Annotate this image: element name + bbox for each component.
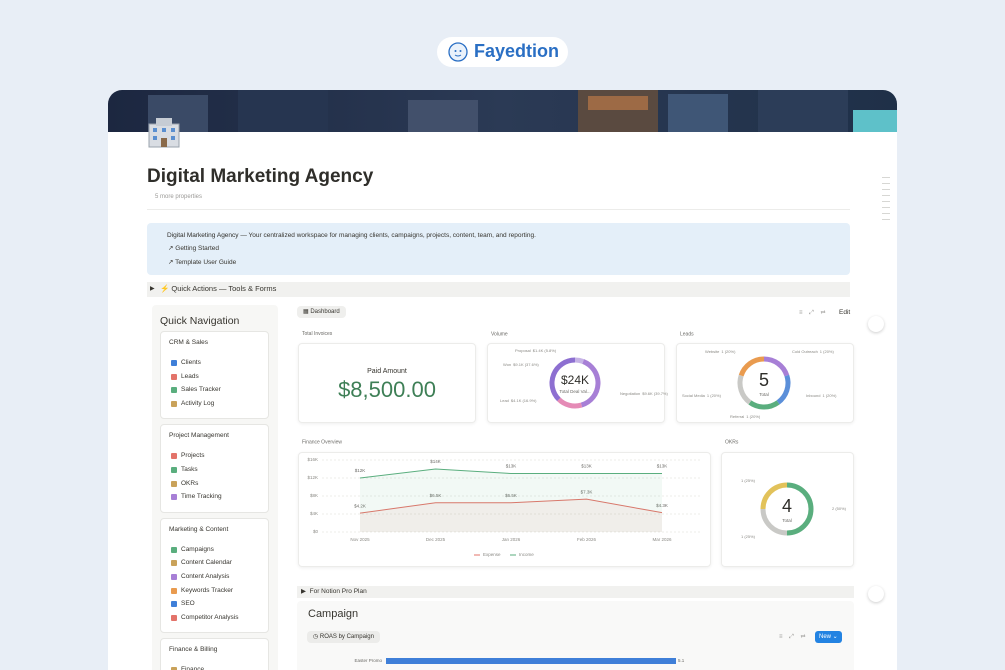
nav-icon [171, 480, 177, 487]
pro-toggle[interactable] [297, 586, 854, 598]
paid-caption: Paid Amount [367, 368, 407, 375]
nav-icon [171, 546, 177, 553]
nav-icon [171, 601, 177, 608]
card [298, 452, 711, 567]
link-text: Getting Started [175, 245, 219, 252]
nav-icon [171, 373, 177, 380]
nav-link[interactable]: Content Calendar [181, 559, 232, 567]
nav-icon [171, 400, 177, 407]
pro-toggle-text: For Notion Pro Plan [309, 588, 367, 595]
callout-link[interactable]: ↗ Getting Started [168, 245, 219, 252]
nav-group [160, 638, 269, 670]
quick-actions[interactable] [147, 282, 850, 297]
nav-icon [171, 360, 177, 366]
nav-title: Quick Navigation [160, 315, 240, 327]
callout-title: Digital Marketing Agency [167, 232, 239, 239]
toolbar-icons: ≡ ⤢ ⇄ [779, 634, 806, 640]
campaign-tab[interactable]: ◷ ROAS by Campaign [307, 631, 380, 643]
link-text: Template User Guide [175, 259, 237, 266]
invoice-title: Total Invoices [302, 331, 333, 337]
nav-link[interactable]: SEO [181, 600, 195, 608]
campaign-card [297, 601, 854, 670]
nav-group [160, 424, 269, 513]
quick-actions-label[interactable]: ⚡ Quick Actions — Tools & Forms [160, 284, 277, 293]
nav-group-title: Marketing & Content [169, 525, 229, 533]
nav-link[interactable]: Activity Log [181, 399, 215, 407]
callout-link[interactable]: ↗ Template User Guide [168, 259, 237, 266]
nav-icon [171, 387, 177, 394]
callout [147, 223, 850, 275]
new-button[interactable]: New ⌄ [815, 631, 842, 643]
campaign-title: Campaign [308, 608, 359, 620]
page-title: Digital Marketing Agency [147, 166, 374, 187]
nav-icon [171, 560, 177, 567]
nav-link[interactable]: Campaigns [181, 545, 214, 553]
nav-group [160, 517, 269, 634]
callout-text: Digital Marketing Agency — Your centrali… [167, 232, 536, 240]
dashboard-tab[interactable]: ▦ Dashboard [297, 306, 346, 318]
nav-icon [171, 467, 177, 473]
nav-link[interactable]: Leads [181, 372, 199, 380]
nav-group-title: CRM & Sales [169, 339, 209, 346]
nav-group-title: Project Management [169, 432, 229, 440]
toggle-arrow: ▶ [150, 286, 155, 292]
nav-link[interactable]: Keywords Tracker [181, 586, 234, 594]
brand-logo [448, 42, 468, 62]
pro-toggle-label[interactable]: ▶ For Notion Pro Plan [301, 588, 367, 595]
nav-icon [171, 453, 177, 460]
nav-icon [171, 667, 177, 670]
cover-image [108, 90, 897, 132]
nav-link[interactable]: Competitor Analysis [181, 613, 239, 621]
side-button[interactable] [868, 316, 884, 332]
nav-link[interactable]: Content Analysis [181, 573, 230, 580]
card [676, 343, 854, 423]
nav-link[interactable]: Clients [181, 359, 201, 366]
divider [147, 209, 850, 210]
nav-link[interactable]: Tasks [181, 466, 198, 473]
campaign-tab-label: ROAS by Campaign [319, 634, 374, 640]
nav-icon [171, 574, 177, 580]
properties-toggle[interactable]: 5 more properties [155, 194, 203, 200]
toolbar-icons: ≡ ⤢ ⇄ [799, 310, 826, 316]
nav-link[interactable]: Sales Tracker [181, 386, 221, 394]
nav-link[interactable]: Time Tracking [181, 493, 222, 501]
nav-icon [171, 614, 177, 621]
nav-icon [171, 494, 177, 501]
new-button-label: New [819, 634, 832, 640]
dashboard-tab-label: Dashboard [310, 309, 340, 315]
callout-description: — Your centralized workspace for managin… [240, 232, 536, 239]
nav-link[interactable]: OKRs [181, 479, 199, 487]
nav-group-title: Finance & Billing [169, 646, 218, 654]
nav-link[interactable]: Projects [181, 452, 205, 460]
side-button[interactable] [868, 586, 884, 602]
edit-button[interactable]: Edit [839, 309, 851, 316]
brand-name: Fayedtion [474, 41, 560, 61]
nav-icon [171, 587, 177, 594]
card [487, 343, 665, 423]
nav-link[interactable]: Finance [181, 666, 205, 670]
outline [882, 172, 890, 220]
page-icon [148, 118, 180, 148]
nav-group [160, 331, 269, 420]
paid-amount: $8,500.00 [338, 377, 436, 402]
card [298, 343, 476, 423]
card [721, 452, 854, 567]
